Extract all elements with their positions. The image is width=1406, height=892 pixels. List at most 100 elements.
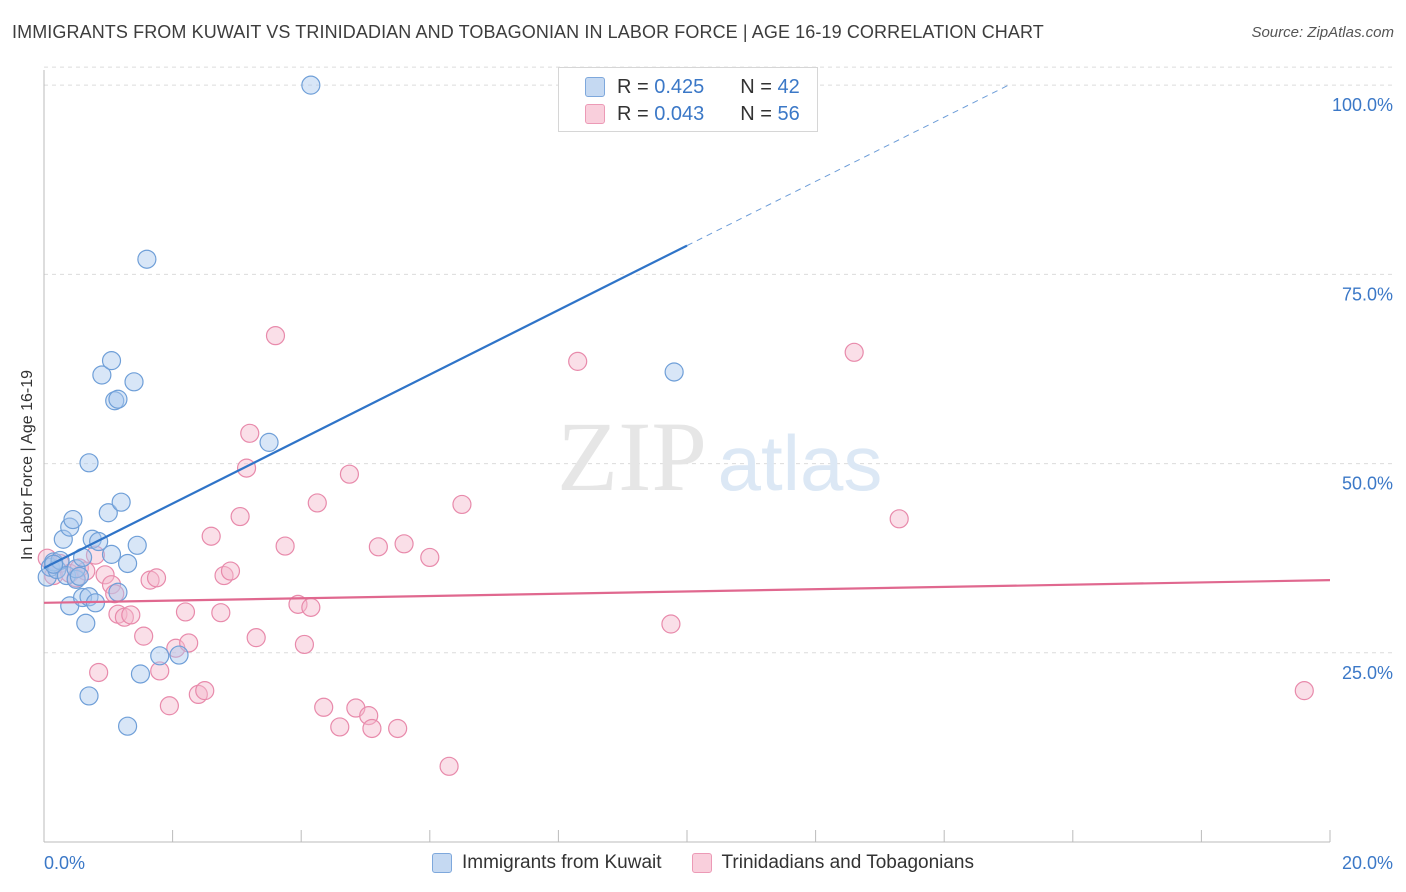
chart-title: IMMIGRANTS FROM KUWAIT VS TRINIDADIAN AN… [12,22,1044,42]
source-label: Source: ZipAtlas.com [1251,24,1394,41]
trinidad-point [146,568,167,588]
kuwait-point [130,664,151,684]
legend-r-label: R = [617,102,649,125]
series-swatch-pink [691,853,712,873]
series-name-kuwait: Immigrants from Kuwait [461,852,662,873]
kuwait-point [169,645,189,665]
trinidad-point [889,509,909,529]
kuwait-point [117,553,138,574]
trinidad-trend-line [43,579,1331,604]
legend-n-label: N = [740,102,772,125]
trinidad-point [314,697,334,717]
kuwait-point [127,535,147,555]
trinidad-point [95,565,115,585]
trinidad-point [240,423,260,443]
kuwait-point [108,389,128,409]
watermark: ZIP atlas [557,401,882,512]
legend-r-label: R = [617,75,649,98]
x-tick-label-max: 20.0% [1342,853,1393,873]
legend-r-value-kuwait: 0.425 [654,75,705,98]
trinidad-point [452,494,472,515]
legend-n-value-kuwait: 42 [777,75,800,98]
legend-r-value-trinidad: 0.043 [654,102,705,125]
kuwait-point [124,372,144,392]
trinidad-point [121,605,141,625]
kuwait-point [105,391,125,411]
trinidad-point [105,584,125,604]
kuwait-point [79,453,99,473]
y-tick-label: 75.0% [1342,284,1393,304]
axis-layer: 25.0% 50.0% 75.0% 100.0% 0.0% 20.0% [43,70,1393,873]
legend-n-label: N = [740,75,772,98]
trinidad-point [388,718,408,739]
trinidad-point [150,661,170,681]
trinidad-point [294,634,315,655]
kuwait-point [301,75,321,95]
trinidad-point [394,534,414,554]
trinidad-point [159,696,179,716]
points-layer [37,75,1314,776]
trinidad-point [661,614,681,634]
kuwait-point [101,544,122,564]
trinidad-point [368,537,388,557]
trinidad-point [301,597,321,617]
trinidad-point [201,526,221,546]
stats-legend: R = 0.425 N = 42 R = 0.043 N = 56 [558,67,818,132]
trinidad-point [89,662,109,683]
trend-layer [43,84,1331,604]
trinidad-point [195,681,215,701]
kuwait-point [53,529,73,549]
trinidad-point [1294,681,1314,701]
kuwait-point [79,686,99,706]
kuwait-trend-extension [686,84,1009,247]
trinidad-point [220,561,241,581]
series-swatch-blue [431,853,452,873]
grid-layer [44,66,1395,654]
trinidad-point [134,626,154,646]
trinidad-point [420,547,440,568]
series-legend: Immigrants from Kuwait Trinidadians and … [0,852,1406,874]
kuwait-point [92,365,112,385]
trinidad-point [844,342,864,362]
kuwait-point [150,646,170,666]
kuwait-trend-line [43,244,688,569]
trinidad-point [362,718,382,739]
kuwait-point [117,716,138,736]
y-tick-label: 50.0% [1342,474,1393,494]
kuwait-point [66,569,86,589]
trinidad-point [246,628,266,648]
kuwait-point [98,503,118,523]
kuwait-point [111,492,131,512]
kuwait-point [101,351,122,371]
trinidad-point [230,506,250,527]
watermark-zip: ZIP [557,401,707,512]
kuwait-point [137,249,157,269]
kuwait-point [69,566,89,586]
trinidad-point [307,493,327,513]
legend-swatch-pink [585,104,605,124]
watermark-atlas: atlas [718,419,883,507]
kuwait-point [259,432,279,452]
y-tick-label: 100.0% [1332,95,1393,115]
trinidad-point [339,464,360,484]
kuwait-point [108,582,128,602]
kuwait-point [664,362,684,382]
kuwait-point [63,509,83,530]
trinidad-point [175,602,196,622]
legend-row-kuwait: R = 0.425 N = 42 [585,74,800,100]
trinidad-point [211,603,231,623]
legend-n-value-trinidad: 56 [777,102,800,125]
trinidad-point [275,536,295,556]
legend-swatch-blue [585,77,605,97]
series-legend-trinidad: Trinidadians and Tobagonians [691,852,974,874]
trinidad-point [236,458,257,478]
kuwait-point [76,613,96,633]
y-tick-label: 25.0% [1342,663,1393,683]
x-tick-label-min: 0.0% [44,853,85,873]
trinidad-point [568,351,588,371]
series-name-trinidad: Trinidadians and Tobagonians [721,852,974,873]
trinidad-point [265,326,286,346]
trinidad-point [330,717,350,737]
legend-row-trinidad: R = 0.043 N = 56 [585,101,800,127]
